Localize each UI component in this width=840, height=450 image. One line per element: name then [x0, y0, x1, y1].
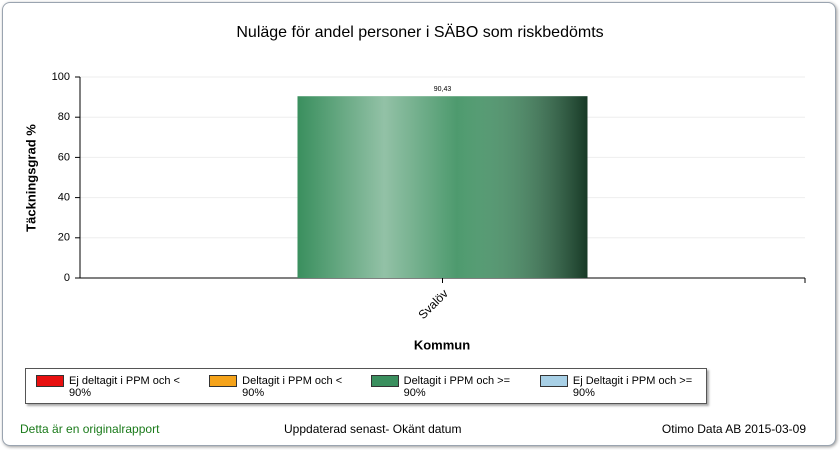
bar-shade	[297, 96, 588, 278]
footer-right: Otimo Data AB 2015-03-09	[661, 422, 806, 436]
legend-label: Deltagit i PPM och >= 90%	[403, 375, 511, 399]
legend-label: Ej deltagit i PPM och < 90%	[69, 375, 180, 399]
y-tick-label: 40	[58, 192, 70, 204]
y-tick-label: 0	[64, 272, 70, 284]
legend-swatch	[36, 375, 64, 387]
legend-item: Ej deltagit i PPM och < 90%	[36, 375, 199, 399]
legend-swatch	[539, 375, 568, 387]
chart-title: Nuläge för andel personer i SÄBO som ris…	[236, 23, 603, 41]
legend-item: Deltagit i PPM och >= 90%	[370, 375, 530, 399]
footer-center: Uppdaterad senast- Okänt datum	[284, 422, 462, 436]
legend-item: Ej Deltagit i PPM och >= 90%	[539, 375, 706, 399]
data-label: 90,43	[434, 86, 452, 93]
legend-swatch	[370, 375, 399, 387]
x-tick-label: Svalöv	[415, 286, 450, 321]
y-tick-label: 20	[58, 232, 70, 244]
y-tick-label: 80	[58, 111, 70, 123]
legend-label: Ej Deltagit i PPM och >= 90%	[572, 375, 693, 399]
y-tick-label: 60	[58, 151, 70, 163]
legend-label: Deltagit i PPM och < 90%	[242, 375, 343, 399]
footer-left: Detta är en originalrapport	[20, 422, 160, 436]
x-axis-label: Kommun	[414, 337, 470, 352]
legend-swatch	[209, 375, 238, 387]
y-axis-label: Täckningsgrad %	[23, 124, 38, 232]
y-tick-label: 100	[52, 71, 70, 83]
legend-item: Deltagit i PPM och < 90%	[209, 375, 360, 399]
legend: Ej deltagit i PPM och < 90% Deltagit i PP…	[25, 368, 707, 404]
